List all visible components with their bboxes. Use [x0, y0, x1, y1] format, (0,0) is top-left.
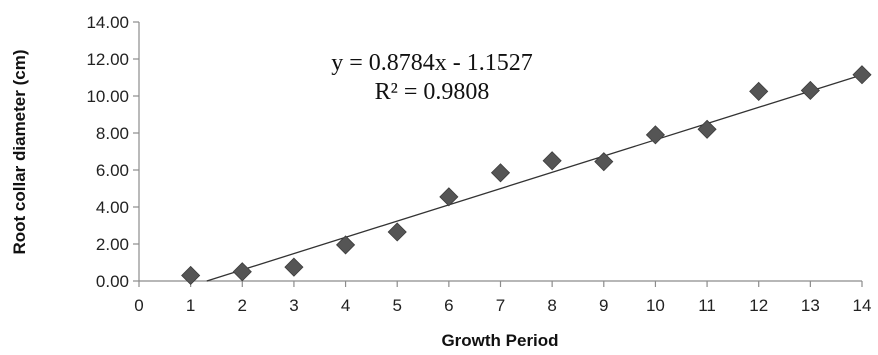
y-axis-ticks: 0.00 2.00 4.00 6.00 8.00 10.00 12.00 14.00: [86, 13, 139, 291]
x-axis-ticks: 0 1 2 3 4 5 6 7 8 9 10 11 12 13 14: [134, 281, 871, 315]
data-point: [594, 152, 614, 172]
data-point: [387, 222, 407, 242]
y-tick-label: 8.00: [96, 124, 129, 143]
x-tick-label: 10: [646, 296, 665, 315]
data-point: [490, 163, 511, 183]
x-tick-label: 5: [392, 296, 401, 315]
y-tick-label: 0.00: [96, 272, 129, 291]
x-tick-label: 0: [134, 296, 143, 315]
data-point: [749, 81, 769, 101]
x-tick-label: 8: [547, 296, 556, 315]
data-point: [284, 257, 304, 277]
data-point: [542, 151, 562, 171]
y-tick-label: 12.00: [86, 50, 129, 69]
data-point: [852, 65, 872, 85]
x-tick-label: 6: [444, 296, 453, 315]
x-tick-label: 12: [749, 296, 768, 315]
x-tick-label: 7: [496, 296, 505, 315]
x-tick-label: 2: [238, 296, 247, 315]
data-point: [232, 262, 252, 282]
data-point: [645, 125, 665, 145]
data-point: [697, 119, 717, 139]
y-tick-label: 10.00: [86, 87, 129, 106]
trendline-equation: y = 0.8784x - 1.1527: [331, 50, 533, 76]
y-tick-label: 6.00: [96, 161, 129, 180]
data-point: [439, 187, 459, 207]
data-point: [800, 80, 820, 101]
y-tick-label: 4.00: [96, 198, 129, 217]
x-tick-label: 13: [801, 296, 820, 315]
x-tick-label: 9: [599, 296, 608, 315]
x-tick-label: 3: [289, 296, 298, 315]
r-squared-label: R² = 0.9808: [375, 79, 490, 105]
trendline-group: [206, 74, 863, 282]
x-tick-label: 1: [186, 296, 195, 315]
data-point: [181, 265, 201, 286]
x-tick-label: 14: [853, 296, 872, 315]
y-tick-label: 14.00: [86, 13, 129, 32]
data-points: [181, 65, 872, 286]
x-tick-label: 11: [698, 296, 716, 315]
y-tick-label: 2.00: [96, 235, 129, 254]
data-point: [336, 235, 356, 255]
y-axis-title: Root collar diameter (cm): [10, 50, 29, 255]
x-tick-label: 4: [341, 296, 350, 315]
trendline: [206, 74, 863, 282]
x-axis-title: Growth Period: [441, 331, 558, 350]
